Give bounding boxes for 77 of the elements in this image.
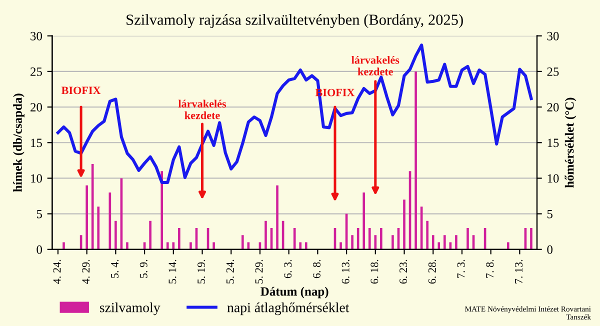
x-tick-label: 6. 28. bbox=[428, 260, 436, 284]
bar bbox=[426, 220, 428, 250]
bar bbox=[455, 235, 458, 250]
bar bbox=[97, 206, 100, 250]
bar bbox=[212, 242, 215, 250]
y-tick-label: 5 bbox=[36, 210, 42, 218]
bar bbox=[86, 185, 88, 250]
bar bbox=[126, 242, 128, 250]
x-tick-label: 5. 4. bbox=[111, 260, 119, 278]
legend-label: napi átlaghőmérséklet bbox=[227, 302, 350, 316]
bar bbox=[351, 235, 354, 250]
bar bbox=[340, 242, 342, 250]
bar bbox=[190, 242, 192, 250]
annotation: lárvakelés kezdete bbox=[178, 100, 226, 120]
x-tick-label: 6. 13. bbox=[342, 260, 350, 284]
bar bbox=[374, 235, 377, 250]
bar bbox=[362, 192, 366, 250]
annotation: BIOFIX bbox=[61, 86, 101, 94]
y-tick-label: 10 bbox=[31, 174, 42, 183]
bar bbox=[62, 242, 65, 250]
y-axis-title: hímek (db/csapda) bbox=[13, 94, 24, 192]
x-tick-label: 5. 29. bbox=[255, 260, 263, 284]
x-tick-label: 6. 8. bbox=[312, 260, 321, 278]
y2-tick-label: 30 bbox=[547, 32, 559, 40]
line-series bbox=[56, 44, 533, 184]
x-tick-label: 4. 29. bbox=[82, 260, 90, 284]
bar bbox=[91, 164, 94, 250]
y2-tick-label: 15 bbox=[548, 138, 559, 148]
x-tick-label: 7. 3. bbox=[457, 260, 465, 278]
legend-label: szilvamoly bbox=[100, 302, 160, 316]
bar bbox=[380, 228, 382, 250]
bar bbox=[444, 235, 446, 250]
annotation: lárvakelés kezdete bbox=[352, 56, 400, 76]
bar bbox=[178, 228, 180, 250]
x-tick-label: 4. 24. bbox=[53, 260, 61, 284]
y-tick-label: 25 bbox=[30, 68, 42, 76]
x-tick-label: 6. 3. bbox=[284, 260, 292, 278]
bar bbox=[304, 242, 308, 250]
bar bbox=[392, 235, 394, 250]
x-tick-label: 5. 24. bbox=[226, 260, 234, 284]
y2-tick-label: 25 bbox=[547, 68, 559, 76]
y-tick-label: 20 bbox=[30, 103, 42, 112]
x-tick-label: 5. 9. bbox=[140, 260, 148, 278]
x-tick-label: 5. 14. bbox=[168, 260, 176, 284]
bar bbox=[264, 220, 267, 250]
y-tick-label: 30 bbox=[30, 32, 42, 40]
bar bbox=[242, 235, 244, 250]
y2-tick-label: 0 bbox=[547, 245, 552, 254]
x-tick-label: 7. 13. bbox=[515, 260, 523, 284]
bar bbox=[403, 200, 406, 250]
bar bbox=[438, 242, 440, 250]
bar bbox=[506, 242, 510, 250]
x-tick-label: 6. 18. bbox=[370, 260, 378, 284]
y2-tick-label: 5 bbox=[547, 210, 552, 218]
x-axis-title: Dátum (nap) bbox=[260, 286, 328, 298]
bar bbox=[276, 185, 278, 250]
bar bbox=[299, 242, 302, 250]
bar bbox=[530, 228, 532, 250]
chart-title: Szilvamoly rajzása szilvaültetvényben (Bordány, 2025) bbox=[126, 14, 463, 28]
bar bbox=[172, 242, 175, 250]
y-tick-label: 15 bbox=[31, 138, 42, 148]
bar bbox=[160, 171, 164, 250]
x-tick-label: 7. 8. bbox=[486, 260, 494, 278]
x-tick-label: 5. 19. bbox=[198, 260, 206, 284]
y2-tick-label: 10 bbox=[548, 174, 559, 183]
x-tick-label: 6. 23. bbox=[400, 260, 408, 284]
bar bbox=[466, 228, 469, 250]
bar bbox=[149, 220, 152, 250]
y2-tick-label: 20 bbox=[547, 103, 559, 112]
bar bbox=[414, 71, 417, 250]
y-tick-label: 0 bbox=[36, 245, 42, 254]
bar bbox=[166, 242, 169, 250]
bar bbox=[368, 228, 371, 250]
bar bbox=[293, 228, 296, 250]
y2-axis-title: hőmérséklet (°C) bbox=[564, 98, 576, 188]
bar bbox=[114, 220, 117, 250]
bar bbox=[432, 235, 434, 250]
